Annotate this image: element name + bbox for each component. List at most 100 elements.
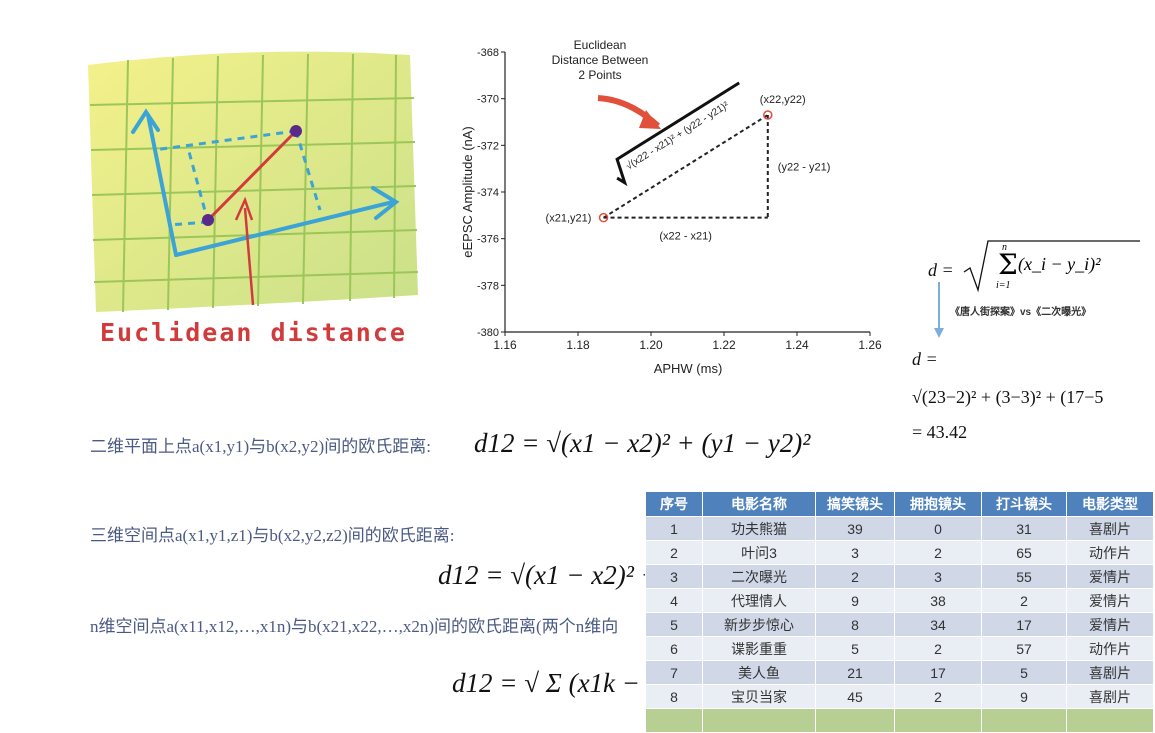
table-cell: 2 bbox=[815, 564, 895, 589]
table-cell: 31 bbox=[981, 516, 1067, 541]
table-cell: 3 bbox=[645, 564, 703, 589]
y-tick-label: -376 bbox=[477, 234, 499, 246]
table-cell: 爱情片 bbox=[1066, 564, 1154, 589]
y-tick-label: -378 bbox=[477, 280, 499, 292]
formula-result: = 43.42 bbox=[912, 422, 968, 442]
table-cell: 5 bbox=[645, 612, 703, 637]
svg-text:n: n bbox=[1002, 242, 1007, 253]
table-cell: 喜剧片 bbox=[1066, 660, 1154, 685]
table-cell: 2 bbox=[894, 636, 982, 661]
table-cell: 新步步惊心 bbox=[702, 612, 816, 637]
table-cell: 21 bbox=[815, 660, 895, 685]
statement-3d: 三维空间点a(x1,y1,z1)与b(x2,y2,z2)间的欧氏距离: bbox=[90, 526, 455, 545]
table-cell: 65 bbox=[981, 540, 1067, 565]
x-tick-label: 1.18 bbox=[566, 338, 590, 352]
table-cell: 4 bbox=[645, 588, 703, 613]
table-row: 8 宝贝当家 45 2 9 喜剧片 bbox=[645, 684, 1154, 709]
x-axis-label: APHW (ms) bbox=[654, 361, 723, 376]
table-row: 5 新步步惊心 8 34 17 爱情片 bbox=[645, 612, 1154, 637]
table-row: 4 代理情人 9 38 2 爱情片 bbox=[645, 588, 1154, 613]
movie-table: 序号 电影名称 搞笑镜头 拥抱镜头 打斗镜头 电影类型 1 功夫熊猫 39 0 31 喜剧… bbox=[645, 491, 1154, 733]
x-tick-label: 1.16 bbox=[493, 338, 517, 352]
table-cell: 2 bbox=[981, 588, 1067, 613]
statement-nd: n维空间点a(x11,x12,…,x1n)与b(x21,x22,…,x2n)间的… bbox=[90, 617, 619, 636]
table-cell: 57 bbox=[981, 636, 1067, 661]
table-cell: 宝贝当家 bbox=[702, 684, 816, 709]
table-cell: 3 bbox=[815, 540, 895, 565]
svg-text:(x_i − y_i)²: (x_i − y_i)² bbox=[1018, 254, 1101, 275]
table-row: 2 叶问3 3 2 65 动作片 bbox=[645, 540, 1154, 565]
table-row: 7 美人鱼 21 17 5 喜剧片 bbox=[645, 660, 1154, 685]
table-cell: 39 bbox=[815, 516, 895, 541]
table-cell: 二次曝光 bbox=[702, 564, 816, 589]
col-header-genre: 电影类型 bbox=[1066, 491, 1154, 517]
table-cell: 2 bbox=[645, 540, 703, 565]
data-point-label: (x21,y21) bbox=[546, 213, 592, 225]
table-cell: 17 bbox=[981, 612, 1067, 637]
table-cell: 45 bbox=[815, 684, 895, 709]
table-cell: 2 bbox=[894, 540, 982, 565]
euclidean-illustration bbox=[88, 51, 418, 313]
arrow-down-icon bbox=[934, 282, 944, 338]
table-cell: 9 bbox=[981, 684, 1067, 709]
table-cell: 17 bbox=[894, 660, 982, 685]
data-point-label: (x22,y22) bbox=[760, 94, 806, 106]
table-cell: 2 bbox=[894, 684, 982, 709]
table-cell: 美人鱼 bbox=[702, 660, 816, 685]
scatter-chart: -368 -370 -372 -374 -376 -378 -380 1.16 1.18 1.2… bbox=[460, 40, 882, 376]
table-cell: 功夫熊猫 bbox=[702, 516, 816, 541]
dy-label: (y22 - y21) bbox=[778, 161, 831, 173]
table-cell: 喜剧片 bbox=[1066, 684, 1154, 709]
table-cell: 爱情片 bbox=[1066, 588, 1154, 613]
table-cell: 动作片 bbox=[1066, 636, 1154, 661]
sqrt-sum-icon: Σ n i=1 (x_i − y_i)² bbox=[963, 240, 1140, 293]
formula-nd: d12 = √ Σ (x1k − bbox=[452, 668, 641, 698]
y-tick-label: -372 bbox=[477, 140, 499, 152]
y-tick-label: -380 bbox=[477, 327, 499, 339]
table-cell: 7 bbox=[645, 660, 703, 685]
y-tick-label: -374 bbox=[477, 187, 499, 199]
table-cell: 5 bbox=[981, 660, 1067, 685]
sum-lhs: d = bbox=[928, 260, 954, 280]
sqrt-icon bbox=[615, 81, 741, 187]
hypotenuse-annotation: √(x22 - x21)² + (y22 - y21)² bbox=[615, 81, 741, 187]
table-cell: 6 bbox=[645, 636, 703, 661]
x-tick-label: 1.24 bbox=[785, 338, 809, 352]
table-cell: 动作片 bbox=[1066, 540, 1154, 565]
svg-text:Σ: Σ bbox=[998, 248, 1018, 281]
table-cell: 38 bbox=[894, 588, 982, 613]
col-header-index: 序号 bbox=[645, 491, 703, 517]
formula-3d: d12 = √(x1 − x2)² + bbox=[438, 560, 659, 590]
table-row: 3 二次曝光 2 3 55 爱情片 bbox=[645, 564, 1154, 589]
col-header-fight: 打斗镜头 bbox=[981, 491, 1067, 517]
statement-2d: 二维平面上点a(x1,y1)与b(x2,y2)间的欧氏距离: bbox=[90, 437, 431, 456]
table-cell: 叶问3 bbox=[702, 540, 816, 565]
formula-d-label: d = bbox=[912, 349, 938, 369]
data-point bbox=[598, 212, 609, 223]
illustration-caption: Euclidean distance bbox=[100, 318, 407, 347]
col-header-title: 电影名称 bbox=[702, 491, 816, 517]
table-cell: 9 bbox=[815, 588, 895, 613]
svg-text:i=1: i=1 bbox=[996, 280, 1011, 291]
comparison-caption: 《唐人街探案》vs《二次曝光》 bbox=[950, 307, 1092, 318]
table-cell: 55 bbox=[981, 564, 1067, 589]
formula-substituted: √(23−2)² + (3−3)² + (17−5 bbox=[912, 387, 1104, 407]
col-header-funny: 搞笑镜头 bbox=[815, 491, 895, 517]
x-tick-label: 1.26 bbox=[858, 338, 882, 352]
table-cell: 0 bbox=[894, 516, 982, 541]
chart-title-line-2: Distance Between bbox=[552, 53, 649, 67]
table-cell: 1 bbox=[645, 516, 703, 541]
table-cell: 34 bbox=[894, 612, 982, 637]
y-axis-label: eEPSC Amplitude (nA) bbox=[460, 126, 475, 258]
data-point bbox=[763, 110, 773, 120]
table-cell: 8 bbox=[815, 612, 895, 637]
table-row: 6 谍影重重 5 2 57 动作片 bbox=[645, 636, 1154, 661]
dx-label: (x22 - x21) bbox=[659, 231, 712, 243]
table-cell: 8 bbox=[645, 684, 703, 709]
table-cell: 5 bbox=[815, 636, 895, 661]
formula-2d: d12 = √(x1 − x2)² + (y1 − y2)² bbox=[474, 428, 811, 458]
x-tick-label: 1.20 bbox=[639, 338, 663, 352]
table-header-row: 序号 电影名称 搞笑镜头 拥抱镜头 打斗镜头 电影类型 bbox=[645, 491, 1154, 517]
table-cell: 喜剧片 bbox=[1066, 516, 1154, 541]
hypotenuse-line bbox=[603, 114, 769, 219]
